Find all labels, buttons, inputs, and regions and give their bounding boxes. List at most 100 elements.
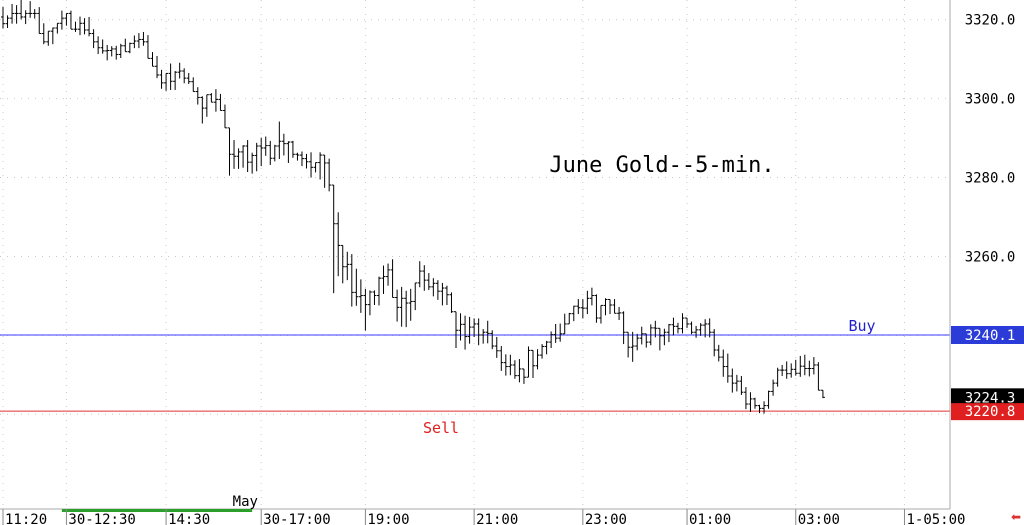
ohlc-bar [150, 52, 155, 67]
ohlc-bar [136, 33, 141, 49]
ohlc-bar [109, 46, 114, 57]
ohlc-bar [213, 89, 218, 112]
ohlc-bar [218, 93, 223, 111]
ohlc-bar [23, 10, 28, 25]
x-tick-label: 23:00 [585, 512, 627, 525]
ohlc-bar [449, 292, 454, 313]
ohlc-bar [571, 305, 576, 322]
x-tick-label: 14:30 [168, 512, 210, 525]
x-tick-label: 30-17:00 [263, 512, 330, 525]
ohlc-bar [712, 329, 717, 357]
ohlc-bar [621, 311, 626, 345]
ohlc-bar [549, 331, 554, 349]
ohlc-bar [313, 162, 318, 173]
y-tick-label: 3320.0 [965, 13, 1016, 29]
ohlc-bar [816, 362, 821, 391]
ohlc-bar [422, 265, 427, 291]
ohlc-bar [123, 38, 128, 53]
ohlc-bar [608, 298, 613, 315]
scroll-arrow-icon[interactable]: ⬅ [1011, 510, 1021, 524]
ohlc-bar [671, 317, 676, 336]
ohlc-bar [603, 298, 608, 316]
ohlc-bar [639, 326, 644, 345]
x-tick-label: 11:20 [5, 512, 47, 525]
ohlc-bar [381, 265, 386, 294]
ohlc-bar [467, 316, 472, 344]
ohlc-bar [399, 286, 404, 327]
ohlc-bar [725, 353, 730, 383]
ohlc-bar [476, 318, 481, 346]
ohlc-bar [716, 344, 721, 362]
ohlc-bar [413, 282, 418, 311]
ohlc-bar [118, 43, 123, 59]
ohlc-bar [662, 328, 667, 346]
ohlc-bar [743, 387, 748, 410]
ohlc-bar [259, 137, 264, 167]
ohlc-bar [698, 323, 703, 336]
ohlc-bar [458, 313, 463, 341]
ohlc-bar [648, 324, 653, 346]
ohlc-bar [594, 294, 599, 323]
ohlc-bar [598, 304, 603, 324]
ohlc-bar [245, 140, 250, 173]
ohlc-bar [50, 27, 55, 45]
ohlc-bar [589, 287, 594, 306]
ohlc-bar [100, 39, 105, 54]
ohlc-bar [105, 44, 110, 61]
ohlc-bar [59, 10, 64, 30]
ohlc-bar [87, 16, 92, 37]
ohlc-bar [28, 1, 33, 18]
ohlc-bar [472, 318, 477, 337]
ohlc-bar [404, 290, 409, 328]
ohlc-bar [91, 29, 96, 49]
ohlc-bar [390, 259, 395, 299]
ohlc-bar [454, 311, 458, 349]
price-line-label-buy: Buy [848, 317, 875, 335]
ohlc-bar [227, 127, 232, 176]
ohlc-bar [771, 379, 776, 396]
buy-price-tag [951, 325, 1024, 344]
x-tick-label: 1-05:00 [906, 512, 965, 525]
ohlc-bar [535, 349, 540, 370]
y-tick-label: 3280.0 [965, 171, 1016, 187]
ohlc-bar [222, 104, 227, 129]
ohlc-bar [173, 71, 178, 90]
ohlc-bar [236, 148, 241, 169]
ohlc-bar [689, 321, 694, 335]
ohlc-bar [757, 404, 762, 414]
ohlc-bar [372, 290, 377, 306]
ohlc-bar [775, 367, 780, 387]
last-price-tag [951, 388, 1024, 407]
ohlc-bar [494, 336, 499, 358]
ohlc-bar [82, 18, 87, 35]
ohlc-bar [272, 144, 277, 162]
buy-price-tag-text: 3240.1 [965, 328, 1016, 344]
ohlc-bar [721, 349, 726, 377]
ohlc-bar [349, 254, 354, 307]
ohlc-bar [309, 152, 314, 178]
ohlc-bar [32, 9, 37, 19]
ohlc-bar [14, 5, 19, 24]
ohlc-bar [177, 62, 182, 79]
ohlc-bar [395, 289, 400, 322]
ohlc-bar [164, 72, 169, 91]
ohlc-bar [68, 10, 73, 30]
ohlc-bar [322, 154, 327, 188]
ohlc-bar [41, 23, 46, 45]
ohlc-bar [132, 35, 137, 49]
x-tick-label: 01:00 [689, 512, 731, 525]
ohlc-bar [232, 140, 237, 169]
ohlc-bar [503, 354, 508, 376]
ohlc-bar [141, 31, 146, 46]
ohlc-bar [440, 282, 445, 306]
ohlc-bar [730, 368, 735, 393]
ohlc-bar [734, 374, 739, 392]
ohlc-bar [752, 397, 757, 409]
ohlc-bar [327, 158, 332, 192]
ohlc-bar [562, 313, 567, 335]
ohlc-bar [340, 244, 345, 284]
ohlc-bar [277, 121, 282, 160]
ohlc-bar [195, 87, 200, 105]
ohlc-bar [354, 268, 359, 306]
